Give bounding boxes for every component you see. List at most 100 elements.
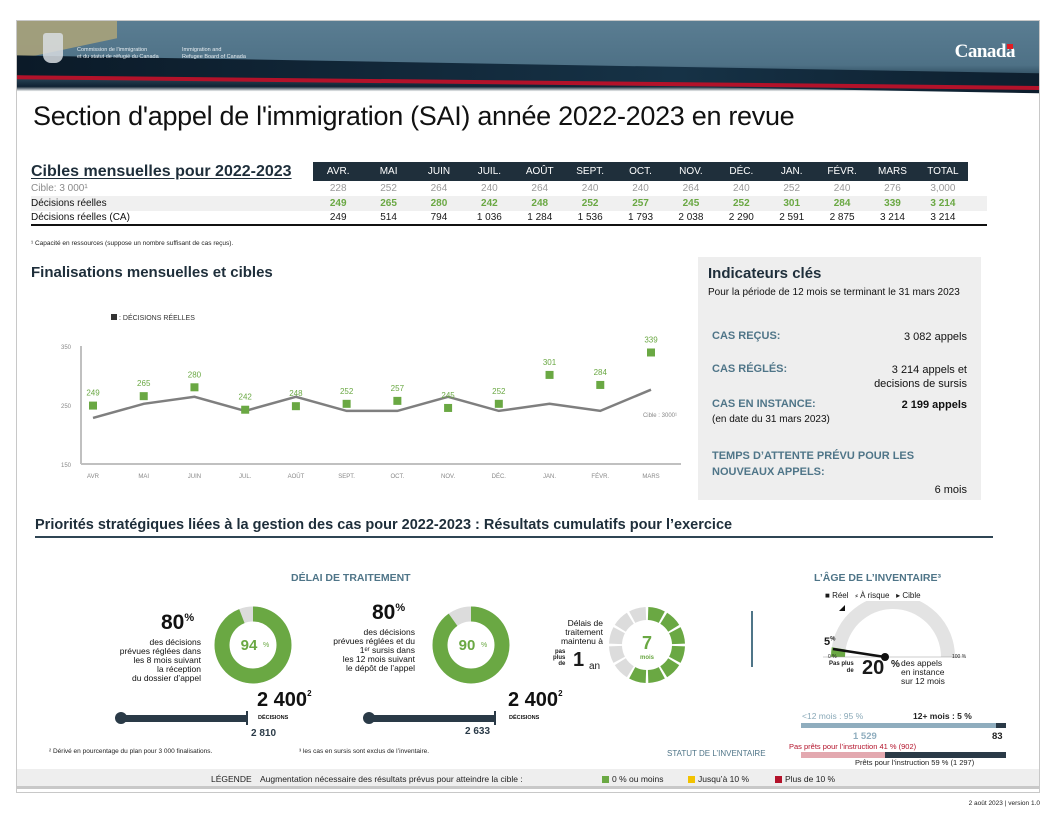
kpi1-target: 80%: [161, 611, 195, 634]
table-row-actual: Décisions réelles 249 265 280 242 248 252 257 24…: [31, 196, 987, 211]
monthly-chart: 150 250 350 AVR MAI JUIN JUL. AOÛT SEPT. OCT. NOV.…: [61, 313, 681, 480]
table-title: Cibles mensuelles pour 2022-2023: [31, 162, 292, 180]
table-cell: 1 284: [527, 212, 553, 223]
inventory-actual-pct: 5%: [824, 636, 836, 648]
x-tick-label: NOV.: [441, 474, 455, 480]
table-cell: 1 793: [628, 212, 654, 223]
legend-swatch: [111, 314, 117, 320]
table-cell: 249: [329, 198, 347, 209]
legend-target: ▸ Cible: [896, 591, 921, 600]
data-point: [342, 399, 351, 408]
donut-pct: %: [481, 642, 487, 649]
month-segment: [629, 607, 647, 623]
y-tick-label: 150: [61, 463, 72, 469]
gauge-max-label: 100 %: [952, 654, 967, 660]
table-cell: 3 214: [930, 212, 956, 223]
legend-item-green: 0 % ou moins: [602, 774, 664, 784]
processing-label: DÉLAI DE TRAITEMENT: [291, 572, 411, 584]
table-cell: 2 038: [678, 212, 704, 223]
kpi3-description: Délais de traitement maintenu à: [560, 618, 603, 646]
inventory-target-num: 20: [862, 657, 885, 679]
header-banner: Commission de l'immigration et du statut …: [17, 21, 1039, 101]
table-cell: 514: [380, 212, 397, 223]
data-label: 257: [391, 384, 405, 393]
gauge-track: [831, 601, 955, 657]
target-line-label: Cible : 3000¹: [643, 413, 677, 419]
data-label: 245: [441, 391, 455, 400]
over12-label: 12+ mois : 5 %: [913, 711, 972, 721]
received-value: 3 082 appels: [904, 331, 967, 343]
kpi1-progress-bar: [121, 715, 247, 722]
coat-of-arms-icon: [43, 33, 63, 63]
monthly-targets-table: Cibles mensuelles pour 2022-2023 AVR. MAI…: [31, 162, 987, 226]
month-segment: [669, 627, 685, 645]
inventory-pas-plus: Pas plus de: [829, 661, 854, 674]
target-marker-icon: [839, 605, 845, 611]
table-cell: 339: [884, 198, 901, 209]
legend-item-red: Plus de 10 %: [775, 774, 835, 784]
kpi1-decisions-actual: 2 810: [251, 728, 277, 739]
table-cell: 3 214: [930, 198, 956, 209]
data-label: 280: [188, 370, 202, 379]
month-segment: [609, 645, 625, 663]
donut-value: 94: [241, 637, 258, 654]
page-title: Section d'appel de l'immigration (SAI) a…: [33, 101, 795, 131]
table-cell: 264: [430, 183, 448, 194]
table-cell: 248: [531, 198, 549, 209]
legend-actual: ■ Réel: [825, 591, 849, 600]
gauge-needle-hub: [881, 653, 889, 661]
x-tick-label: AVR: [87, 474, 100, 480]
column-header: SEPT.: [576, 166, 605, 177]
x-tick-label: JUL.: [239, 474, 252, 480]
month-segment: [660, 658, 680, 678]
data-point: [596, 380, 605, 389]
column-header: JAN.: [780, 166, 803, 177]
legend-risk: ⸗ À risque: [855, 591, 890, 600]
table-cell: 264: [531, 183, 549, 194]
table-cell: 794: [430, 212, 448, 223]
kpi1-decisions-label: DÉCISIONS: [258, 715, 289, 721]
table-cell: 240: [632, 183, 649, 194]
footnote-3: ³ les cas en sursis sont exclus de l’inv…: [299, 748, 430, 755]
kpi1-bar-end: [246, 711, 248, 725]
column-header: AVR.: [326, 166, 350, 177]
month-segment: [609, 627, 625, 645]
divider: [751, 611, 753, 667]
infographic-page: Commission de l'immigration et du statut …: [16, 20, 1040, 793]
data-point: [190, 383, 199, 392]
month-segment: [614, 658, 634, 678]
wait-label: TEMPS D’ATTENTE PRÉVU POUR LES NOUVEAUX A…: [712, 450, 915, 478]
key-indicators-panel: Indicateurs clés Pour la période de 12 m…: [698, 257, 981, 500]
not-ready-label: Pas prêts pour l’instruction 41 % (902): [789, 742, 917, 751]
data-point: [139, 392, 148, 401]
column-header: MAI: [379, 166, 398, 177]
target-line: [92, 388, 652, 420]
column-header: AOÛT: [525, 166, 554, 177]
data-label: 284: [594, 368, 608, 377]
column-header: JUIN: [427, 166, 451, 177]
table-cell: 240: [481, 183, 498, 194]
wait-value: 6 mois: [934, 484, 967, 496]
table-cell: 1 036: [476, 212, 502, 223]
column-header: TOTAL: [927, 166, 959, 177]
footnote-2: ² Dérivé en pourcentage du plan pour 3 0…: [49, 748, 213, 755]
month-segment: [660, 612, 680, 632]
data-point: [393, 396, 402, 405]
under12-count: 1 529: [853, 731, 877, 742]
finalized-label: CAS RÉGLÉS:: [712, 363, 788, 375]
kpi2-decisions-target: 2 4002: [508, 689, 563, 711]
kpi3-pas-plus-de: pas plus de: [553, 649, 566, 667]
pending-sub: (en date du 31 mars 2023): [712, 414, 830, 425]
inventory-legend: ■ Réel ⸗ À risque ▸ Cible: [825, 591, 921, 600]
kpi3-num: 1: [573, 649, 585, 671]
data-point: [545, 370, 554, 379]
table-cell: 265: [380, 198, 397, 209]
kpi2-decisions-actual: 2 633: [465, 726, 491, 737]
x-tick-label: OCT.: [391, 474, 405, 480]
table-cell: 2 591: [779, 212, 805, 223]
x-tick-label: AOÛT: [288, 473, 305, 480]
pending-value: 2 199 appels: [901, 399, 967, 411]
x-tick-label: DÉC.: [492, 473, 507, 480]
table-row-target: Cible: 3 000¹ 228 252 264 240 264 240 240 264 240…: [31, 181, 987, 196]
chart-title: Finalisations mensuelles et cibles: [31, 264, 273, 281]
